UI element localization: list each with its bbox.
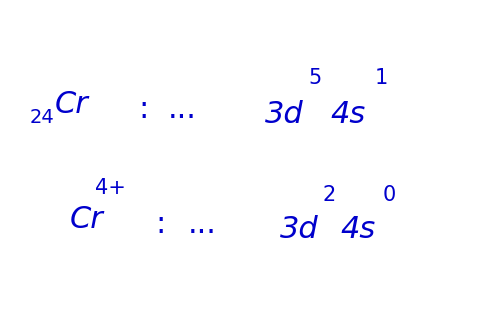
- Text: 2: 2: [323, 185, 336, 205]
- Text: Cr: Cr: [55, 90, 89, 119]
- Text: ...: ...: [168, 95, 197, 124]
- Text: 0: 0: [383, 185, 396, 205]
- Text: 1: 1: [375, 68, 388, 88]
- Text: 3d: 3d: [280, 215, 319, 244]
- Text: 4s: 4s: [340, 215, 375, 244]
- Text: 4+: 4+: [95, 178, 126, 198]
- Text: 5: 5: [308, 68, 321, 88]
- Text: 3d: 3d: [265, 100, 304, 129]
- Text: :: :: [138, 95, 148, 124]
- Text: 24: 24: [30, 108, 55, 127]
- Text: Cr: Cr: [70, 205, 104, 234]
- Text: :: :: [155, 210, 165, 239]
- Text: 4s: 4s: [330, 100, 365, 129]
- Text: ...: ...: [188, 210, 217, 239]
